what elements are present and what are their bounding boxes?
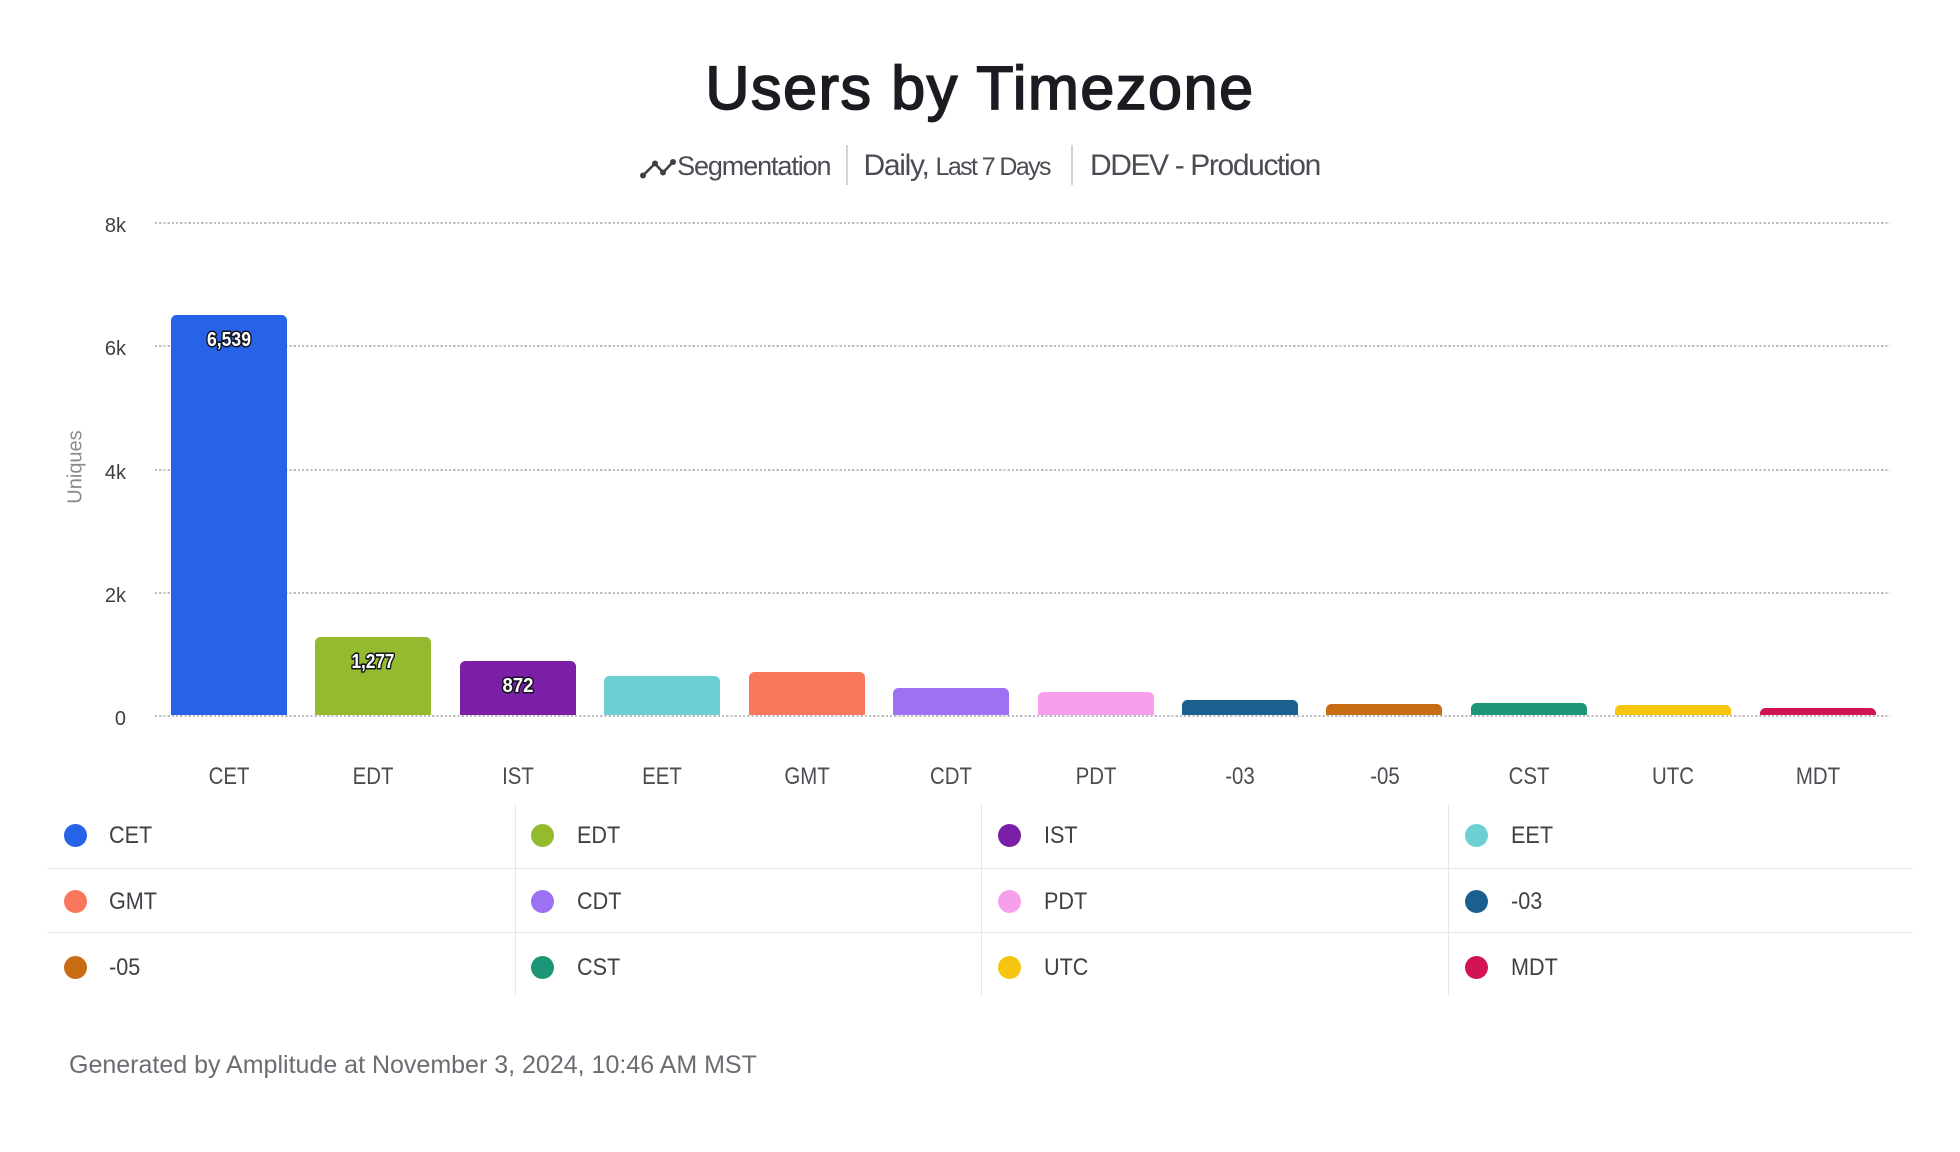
svg-text:1,277: 1,277 [352,651,395,673]
svg-text:872: 872 [503,675,534,697]
svg-text:6,539: 6,539 [207,329,251,351]
